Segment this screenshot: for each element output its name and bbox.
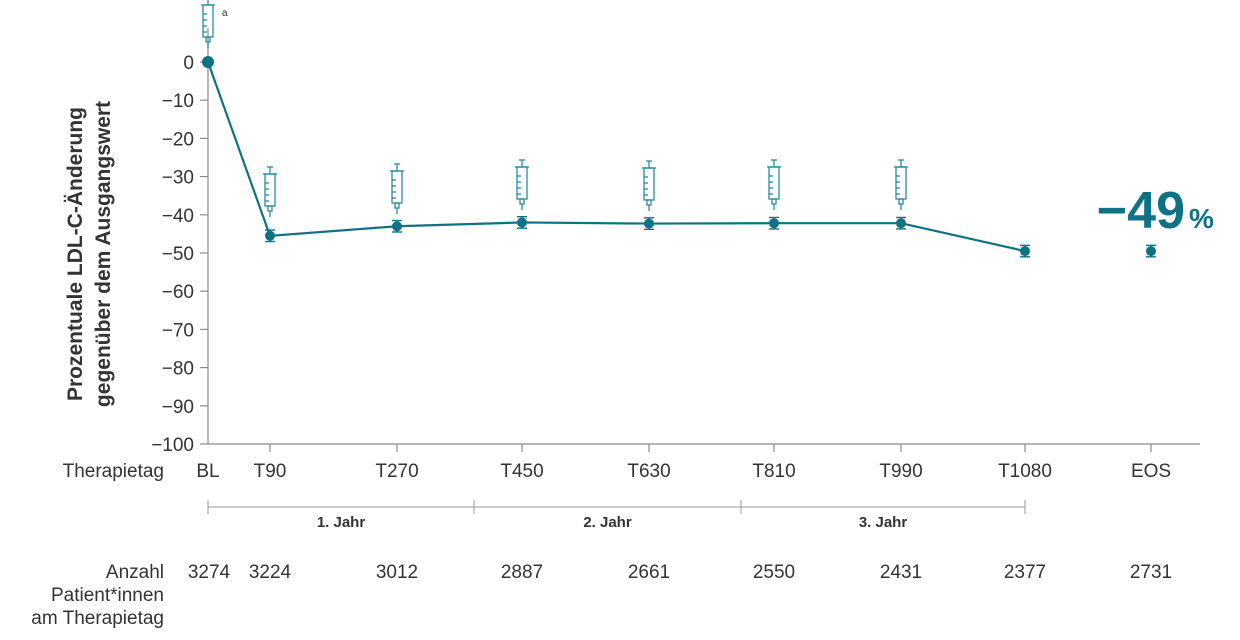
x-tick-label: BL [196,461,219,482]
patient-count: 3224 [249,562,292,583]
highlight-value: −49 % [1097,182,1214,240]
x-axis-label: Therapietag [63,461,164,482]
x-tick-label: T270 [375,461,418,482]
x-tick-label: T450 [500,461,543,482]
syringe-icon [767,159,781,210]
y-tick-label: −10 [162,91,194,112]
syringe-icon [263,166,277,217]
data-point [896,218,906,229]
patient-count: 3012 [376,562,418,583]
syringe-icon [390,163,404,214]
patient-count: 2550 [753,562,795,583]
series-path [206,61,1026,253]
y-axis-label-line2: gegenüber dem Ausgangswert [92,101,115,407]
data-point [265,230,275,241]
x-tick-label: T1080 [998,461,1052,482]
x-tick-label: T90 [254,461,287,482]
y-tick-label: −90 [162,397,194,418]
patient-count: 2431 [880,562,922,583]
data-point [769,218,779,229]
syringe-icon [515,159,529,210]
syringe-icon [201,0,215,48]
syringe-icon [894,159,908,210]
injection-footnote-marker: a [222,8,228,19]
y-tick-label: −40 [162,206,194,227]
data-point [517,217,527,228]
y-tick-label: −50 [162,244,194,265]
patient-count: 2661 [628,562,670,583]
x-tick-label: T630 [627,461,670,482]
patients-label-line1: Anzahl [106,562,164,583]
patients-label-line3: am Therapietag [31,608,164,629]
x-tick-label: T990 [879,461,922,482]
highlight-number: −49 [1097,182,1185,240]
y-tick-label: −30 [162,168,194,189]
data-point [644,218,654,229]
patients-row: Anzahl Patient*innen am Therapietag 3274… [31,562,1172,629]
data-point [1146,246,1156,257]
y-tick-label: 0 [183,53,194,74]
injection-markers [201,0,908,217]
x-tick-label: T810 [752,461,795,482]
year-label: 3. Jahr [859,514,908,531]
patient-count: 2731 [1130,562,1172,583]
patient-count: 2377 [1004,562,1046,583]
y-tick-label: −100 [151,435,194,456]
x-ticks: BL T90 T270 T450 T630 T810 T990 T1080 EOS [196,444,1171,482]
year-brackets: 1. Jahr 2. Jahr 3. Jahr [207,500,1026,531]
y-axis-label-line1: Prozentuale LDL-C-Änderung [64,107,87,401]
highlight-unit: % [1189,203,1214,234]
patient-count: 2887 [501,562,543,583]
y-tick-label: −80 [162,359,194,380]
y-tick-label: −60 [162,282,194,303]
year-label: 2. Jahr [583,514,632,531]
series-line [202,56,1156,258]
data-point [1020,246,1030,257]
y-tick-label: −20 [162,129,194,150]
patient-count: 3274 [188,562,231,583]
syringe-icon [642,160,656,211]
data-point [392,221,402,232]
x-tick-label: EOS [1131,461,1171,482]
y-tick-label: −70 [162,320,194,341]
y-axis-label: Prozentuale LDL-C-Änderung gegenüber dem… [64,101,115,407]
patients-label-line2: Patient*innen [51,585,164,606]
y-ticks: 0 −10 −20 −30 −40 −50 −60 −70 −80 −90 −100 [151,53,208,456]
axes [207,28,1200,445]
year-label: 1. Jahr [317,514,366,531]
data-point [202,56,214,68]
